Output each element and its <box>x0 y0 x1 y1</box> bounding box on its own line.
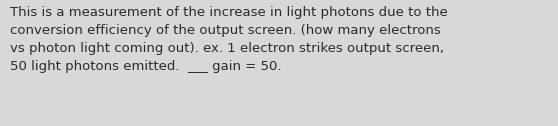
Text: This is a measurement of the increase in light photons due to the
conversion eff: This is a measurement of the increase in… <box>10 6 448 73</box>
